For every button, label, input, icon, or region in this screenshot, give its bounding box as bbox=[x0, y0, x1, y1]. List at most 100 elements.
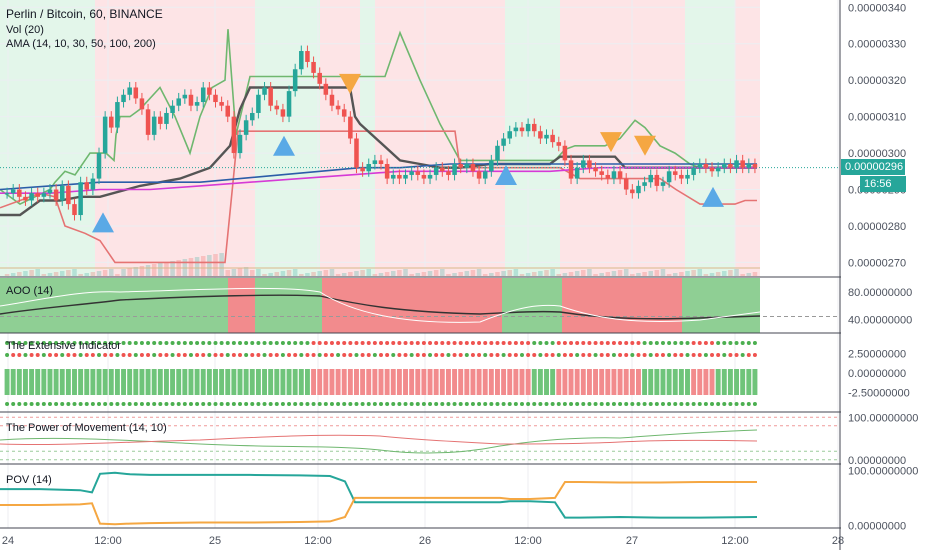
ext-dot bbox=[716, 402, 721, 406]
ext-bar bbox=[544, 369, 549, 395]
candle-body bbox=[317, 72, 322, 84]
ext-dot bbox=[538, 402, 543, 406]
ext-bar bbox=[219, 369, 225, 395]
ext-dot bbox=[244, 353, 249, 357]
ext-dot bbox=[41, 353, 46, 357]
ext-bar bbox=[623, 369, 629, 395]
volume-bar bbox=[231, 269, 237, 276]
candle-body bbox=[654, 174, 660, 186]
pom-line bbox=[0, 429, 758, 454]
ext-dot bbox=[170, 353, 175, 357]
ext-dot bbox=[195, 341, 200, 345]
volume-bar bbox=[452, 273, 457, 276]
ext-dot bbox=[115, 353, 120, 357]
ext-dot bbox=[605, 341, 610, 345]
ext-bar bbox=[188, 369, 194, 395]
ext-dot bbox=[342, 353, 347, 357]
ext-bar bbox=[495, 369, 500, 395]
ext-dot bbox=[372, 341, 377, 345]
aoo-title[interactable]: AOO (14) bbox=[6, 285, 54, 297]
ext-dot bbox=[501, 353, 506, 357]
ext-dot bbox=[470, 402, 475, 406]
volume-bar bbox=[164, 262, 169, 276]
ext-dot bbox=[642, 402, 647, 406]
ext-dot bbox=[35, 402, 40, 406]
candle-body bbox=[292, 69, 298, 92]
ext-dot bbox=[17, 353, 22, 357]
candle-body bbox=[127, 87, 132, 95]
ext-dot bbox=[489, 341, 494, 345]
volume-bar bbox=[660, 269, 666, 276]
volume-bar bbox=[109, 269, 114, 276]
candlesticks[interactable] bbox=[4, 45, 758, 221]
ext-dot bbox=[587, 341, 592, 345]
ext-bar bbox=[531, 369, 537, 395]
candle-body bbox=[458, 164, 463, 168]
ext-dot bbox=[440, 341, 445, 345]
ext-bar bbox=[225, 369, 231, 395]
ext-bar bbox=[574, 369, 580, 395]
power-of-movement-pane[interactable] bbox=[0, 416, 840, 461]
ext-dot bbox=[746, 353, 751, 357]
ama-line bbox=[0, 86, 757, 217]
ext-dot bbox=[434, 341, 439, 345]
ext-dot bbox=[415, 353, 420, 357]
volume-bar bbox=[593, 274, 598, 276]
ext-bar bbox=[482, 369, 488, 395]
ext-dot bbox=[201, 353, 206, 357]
volume-bar bbox=[335, 274, 341, 276]
ama-legend[interactable]: AMA (14, 10, 30, 50, 100, 200) bbox=[6, 38, 156, 50]
ext-dot bbox=[495, 353, 500, 357]
countdown-tag: 16:56 bbox=[860, 176, 906, 192]
volume-bar bbox=[378, 273, 384, 276]
ext-dot bbox=[489, 353, 494, 357]
ext-bar bbox=[691, 369, 697, 395]
volume-bar bbox=[139, 266, 145, 276]
volume-legend[interactable]: Vol (20) bbox=[6, 24, 44, 36]
ext-dot bbox=[366, 402, 371, 406]
aoo-pane[interactable] bbox=[0, 278, 840, 333]
ext-dot bbox=[477, 341, 482, 345]
ext-dot bbox=[734, 402, 739, 406]
ext-dot bbox=[575, 341, 580, 345]
ext-dot bbox=[5, 341, 10, 345]
volume-bar bbox=[397, 270, 402, 276]
ext-dot bbox=[164, 341, 169, 345]
volume-bar bbox=[366, 269, 372, 276]
candle-body bbox=[697, 164, 703, 168]
ext-dot bbox=[207, 341, 212, 345]
extensive-title[interactable]: The Extensive Indicator bbox=[6, 340, 121, 352]
extensive-pane[interactable] bbox=[4, 341, 758, 406]
volume-bar bbox=[262, 274, 267, 276]
ext-bar bbox=[243, 369, 249, 395]
pov-title[interactable]: POV (14) bbox=[6, 474, 52, 486]
candle-body bbox=[47, 189, 53, 194]
power-of-movement-title[interactable]: The Power of Movement (14, 10) bbox=[6, 422, 167, 434]
aoo-line bbox=[0, 287, 761, 323]
pov-pane[interactable] bbox=[0, 471, 758, 526]
ext-bar bbox=[752, 369, 758, 395]
candle-body bbox=[158, 116, 163, 124]
ext-bar bbox=[666, 369, 672, 395]
volume-bar bbox=[722, 271, 727, 276]
ext-dot bbox=[244, 341, 249, 345]
ext-dot bbox=[299, 402, 304, 406]
ext-dot bbox=[17, 402, 22, 406]
volume-bar bbox=[194, 257, 200, 276]
ext-bar bbox=[403, 369, 408, 395]
ext-bar bbox=[47, 369, 53, 395]
ext-bar bbox=[213, 369, 218, 395]
ama-line bbox=[0, 29, 757, 206]
symbol-title[interactable]: Perlin / Bitcoin, 60, BINANCE bbox=[6, 7, 163, 21]
candle-body bbox=[188, 94, 194, 106]
ext-dot bbox=[54, 341, 59, 345]
ext-dot bbox=[84, 353, 89, 357]
candle-body bbox=[403, 174, 408, 179]
ext-bar bbox=[311, 369, 317, 395]
candle-body bbox=[397, 174, 402, 179]
volume-bar bbox=[53, 272, 59, 276]
volume-bar bbox=[642, 272, 647, 276]
ext-bar bbox=[16, 369, 22, 395]
ext-dot bbox=[446, 402, 451, 406]
